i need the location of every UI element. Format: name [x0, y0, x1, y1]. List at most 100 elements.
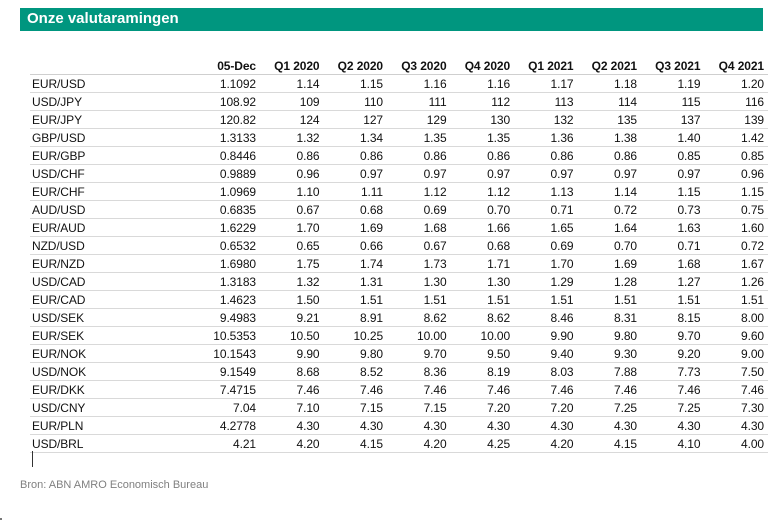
rate-cell: 4.30	[260, 417, 324, 435]
table-header-row: 05-Dec Q1 2020 Q2 2020 Q3 2020 Q4 2020 Q1 202…	[30, 57, 768, 75]
rate-cell: 8.19	[451, 363, 515, 381]
rate-cell: 1.36	[514, 129, 577, 147]
rate-cell: 0.66	[324, 237, 388, 255]
table-row: EUR/PLN 4.2778 4.30 4.30 4.30 4.30 4.30 4.30 4.3…	[30, 417, 768, 435]
rate-cell: 1.51	[514, 291, 577, 309]
rate-cell: 1.60	[704, 219, 768, 237]
table-row: EUR/AUD 1.6229 1.70 1.69 1.68 1.66 1.65 1.64 1.6…	[30, 219, 768, 237]
rate-cell: 1.51	[387, 291, 451, 309]
rate-cell: 1.51	[451, 291, 515, 309]
rate-cell: 7.25	[641, 399, 704, 417]
rate-cell: 7.46	[387, 381, 451, 399]
rate-cell: 1.28	[578, 273, 641, 291]
rate-cell: 0.73	[641, 201, 704, 219]
rate-cell: 1.69	[324, 219, 388, 237]
rate-cell: 0.86	[387, 147, 451, 165]
rate-cell: 9.70	[387, 345, 451, 363]
page-title: Onze valutaramingen	[27, 10, 179, 27]
rate-cell: 9.60	[704, 327, 768, 345]
rate-cell: 10.5353	[143, 327, 260, 345]
rate-cell: 1.15	[324, 75, 388, 93]
rate-cell: 7.50	[704, 363, 768, 381]
rate-cell: 0.9889	[143, 165, 260, 183]
rate-cell: 9.1549	[143, 363, 260, 381]
rate-cell: 1.74	[324, 255, 388, 273]
rate-cell: 7.4715	[143, 381, 260, 399]
currency-pair: NZD/USD	[30, 237, 143, 255]
rate-cell: 1.12	[387, 183, 451, 201]
rate-cell: 7.30	[704, 399, 768, 417]
rate-cell: 4.00	[704, 435, 768, 453]
currency-pair: EUR/NZD	[30, 255, 143, 273]
rate-cell: 1.16	[451, 75, 515, 93]
rate-cell: 0.75	[704, 201, 768, 219]
rate-cell: 110	[324, 93, 388, 111]
rate-cell: 7.04	[143, 399, 260, 417]
rate-cell: 7.46	[260, 381, 324, 399]
rate-cell: 0.70	[578, 237, 641, 255]
currency-pair: EUR/CAD	[30, 291, 143, 309]
rate-cell: 0.96	[704, 165, 768, 183]
rate-cell: 0.69	[387, 201, 451, 219]
table-row: USD/SEK 9.4983 9.21 8.91 8.62 8.62 8.46 8.31 8.1…	[30, 309, 768, 327]
rate-cell: 10.1543	[143, 345, 260, 363]
rate-cell: 1.68	[387, 219, 451, 237]
rate-cell: 1.1092	[143, 75, 260, 93]
table-row: EUR/DKK 7.4715 7.46 7.46 7.46 7.46 7.46 7.46 7.4…	[30, 381, 768, 399]
rate-cell: 114	[578, 93, 641, 111]
rate-cell: 7.46	[451, 381, 515, 399]
rate-cell: 1.34	[324, 129, 388, 147]
currency-pair: EUR/USD	[30, 75, 143, 93]
rate-cell: 7.46	[514, 381, 577, 399]
rate-cell: 112	[451, 93, 515, 111]
rate-cell: 1.14	[260, 75, 324, 93]
rate-cell: 1.63	[641, 219, 704, 237]
rate-cell: 0.97	[578, 165, 641, 183]
rate-cell: 137	[641, 111, 704, 129]
rate-cell: 7.15	[387, 399, 451, 417]
rate-cell: 0.97	[451, 165, 515, 183]
table-row: EUR/JPY 120.82 124 127 129 130 132 135 137 139	[30, 111, 768, 129]
rate-cell: 7.46	[641, 381, 704, 399]
rate-cell: 108.92	[143, 93, 260, 111]
rate-cell: 1.18	[578, 75, 641, 93]
corner-mark	[0, 518, 2, 520]
rate-cell: 1.50	[260, 291, 324, 309]
rate-cell: 9.90	[514, 327, 577, 345]
rate-cell: 0.6835	[143, 201, 260, 219]
rate-cell: 8.15	[641, 309, 704, 327]
rate-cell: 1.35	[387, 129, 451, 147]
rate-cell: 9.80	[578, 327, 641, 345]
rate-cell: 1.64	[578, 219, 641, 237]
rate-cell: 0.85	[641, 147, 704, 165]
rate-cell: 0.70	[451, 201, 515, 219]
rate-cell: 8.31	[578, 309, 641, 327]
rate-cell: 1.6980	[143, 255, 260, 273]
rate-cell: 4.2778	[143, 417, 260, 435]
rate-cell: 4.10	[641, 435, 704, 453]
header-cell: Q1 2020	[260, 57, 324, 75]
rate-cell: 9.20	[641, 345, 704, 363]
table-row: EUR/USD 1.1092 1.14 1.15 1.16 1.16 1.17 1.18 1.1…	[30, 75, 768, 93]
rate-cell: 1.69	[578, 255, 641, 273]
rate-cell: 1.17	[514, 75, 577, 93]
rate-cell: 129	[387, 111, 451, 129]
rate-cell: 7.20	[514, 399, 577, 417]
rate-cell: 1.32	[260, 129, 324, 147]
currency-pair: EUR/PLN	[30, 417, 143, 435]
rate-cell: 1.32	[260, 273, 324, 291]
rate-cell: 4.21	[143, 435, 260, 453]
rate-cell: 7.20	[451, 399, 515, 417]
rate-cell: 0.85	[704, 147, 768, 165]
rate-cell: 1.70	[514, 255, 577, 273]
rate-cell: 9.4983	[143, 309, 260, 327]
rate-cell: 7.73	[641, 363, 704, 381]
table-row: EUR/NOK 10.1543 9.90 9.80 9.70 9.50 9.40 9.30 9.…	[30, 345, 768, 363]
rate-cell: 1.15	[641, 183, 704, 201]
rate-cell: 9.40	[514, 345, 577, 363]
rate-cell: 0.69	[514, 237, 577, 255]
rate-cell: 1.10	[260, 183, 324, 201]
rate-cell: 1.16	[387, 75, 451, 93]
rate-cell: 7.10	[260, 399, 324, 417]
rate-cell: 1.75	[260, 255, 324, 273]
